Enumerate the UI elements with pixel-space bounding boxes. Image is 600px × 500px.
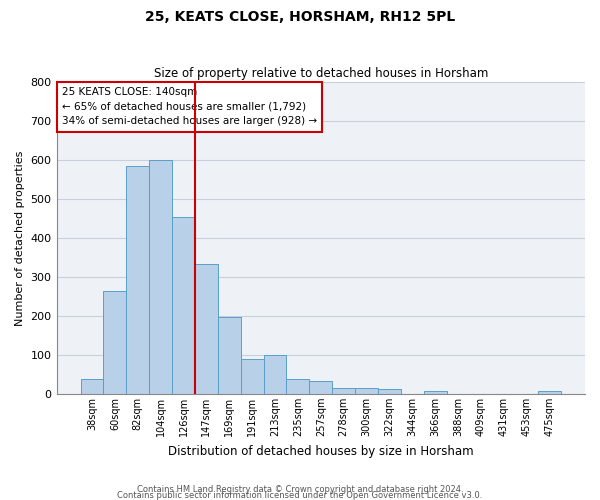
Bar [538,391,561,394]
Bar [355,388,378,394]
Bar [286,379,310,394]
Text: 25, KEATS CLOSE, HORSHAM, RH12 5PL: 25, KEATS CLOSE, HORSHAM, RH12 5PL [145,10,455,24]
Bar [127,166,149,394]
Bar [241,359,263,394]
Bar [195,264,218,394]
Bar [80,379,103,394]
Bar [218,318,241,394]
Bar [103,292,127,394]
Y-axis label: Number of detached properties: Number of detached properties [15,150,25,326]
X-axis label: Distribution of detached houses by size in Horsham: Distribution of detached houses by size … [168,444,473,458]
Text: 25 KEATS CLOSE: 140sqm
← 65% of detached houses are smaller (1,792)
34% of semi-: 25 KEATS CLOSE: 140sqm ← 65% of detached… [62,86,317,126]
Bar [332,388,355,394]
Bar [424,391,446,394]
Text: Contains HM Land Registry data © Crown copyright and database right 2024.: Contains HM Land Registry data © Crown c… [137,484,463,494]
Text: Contains public sector information licensed under the Open Government Licence v3: Contains public sector information licen… [118,490,482,500]
Bar [172,216,195,394]
Bar [310,381,332,394]
Bar [149,160,172,394]
Title: Size of property relative to detached houses in Horsham: Size of property relative to detached ho… [154,66,488,80]
Bar [263,355,286,394]
Bar [378,389,401,394]
